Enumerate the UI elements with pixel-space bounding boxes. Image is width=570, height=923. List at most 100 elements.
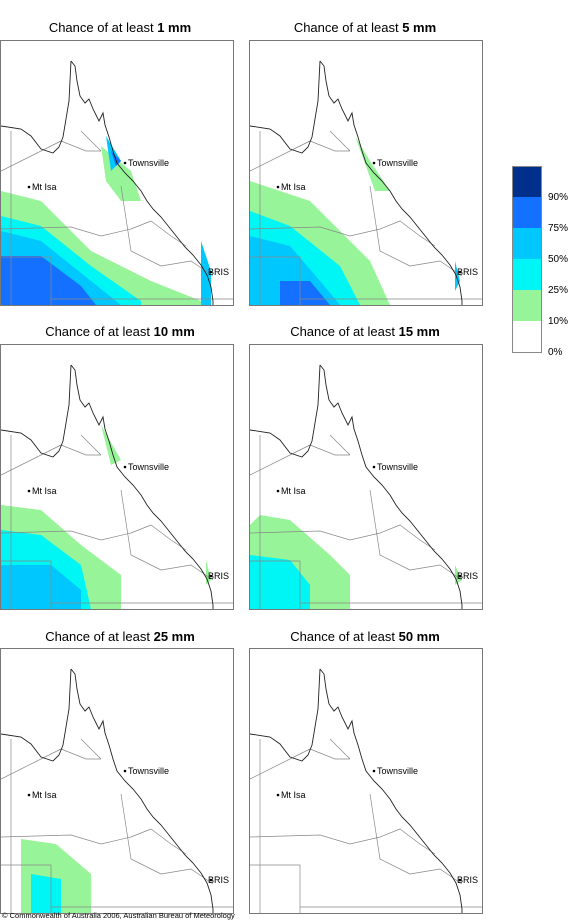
east-coastline (319, 60, 463, 305)
rain-zone-4 (101, 146, 141, 201)
city-label-mtisa: Mt Isa (281, 486, 306, 496)
legend-label-75: 75% (548, 223, 569, 234)
city-dot-mtisa (276, 489, 280, 493)
city-label-bris: BRIS (208, 571, 229, 581)
city-dot-bris (458, 574, 462, 578)
gulf-coastline (250, 668, 321, 762)
region-border (409, 868, 463, 885)
city-dot-bris (209, 878, 213, 882)
rain-zone-3 (101, 425, 121, 465)
city-label-mtisa: Mt Isa (281, 182, 306, 192)
gulf-coastline (1, 668, 72, 762)
map-canvas: Townsville Mt Isa BRIS (249, 344, 483, 610)
city-label-mtisa: Mt Isa (32, 790, 57, 800)
map-canvas: Townsville Mt Isa BRIS (0, 344, 234, 610)
panel-title: Chance of at least 10 mm (45, 324, 195, 339)
city-label-bris: BRIS (457, 875, 478, 885)
map-canvas: Townsville Mt Isa BRIS (0, 648, 234, 914)
region-border (250, 220, 401, 237)
city-label-bris: BRIS (208, 875, 229, 885)
region-border (309, 748, 350, 760)
east-coastline (319, 668, 463, 913)
city-dot-bris (209, 270, 213, 274)
region-border (329, 130, 351, 152)
city-label-townsville: Townsville (377, 462, 418, 472)
region-border (80, 130, 102, 152)
rain-zone-3 (1, 256, 96, 305)
panel-title: Chance of at least 25 mm (45, 629, 195, 644)
gulf-coastline (1, 364, 72, 458)
region-border (1, 560, 52, 609)
gulf-coastline (1, 60, 72, 154)
legend-swatch (512, 228, 542, 259)
city-label-townsville: Townsville (377, 158, 418, 168)
map-canvas: Townsville Mt Isa BRIS (249, 40, 483, 306)
city-label-mtisa: Mt Isa (281, 790, 306, 800)
region-border (250, 444, 311, 476)
city-dot-bris (458, 270, 462, 274)
region-border (309, 140, 350, 152)
region-border (250, 864, 301, 913)
copyright-notice: © Commonwealth of Australia 2006, Austra… (2, 911, 235, 920)
region-border (1, 220, 152, 237)
city-dot-townsville (372, 161, 376, 165)
legend-swatch (512, 197, 542, 228)
legend-label-0: 0% (548, 347, 563, 358)
region-border (1, 748, 62, 780)
rain-zone-2 (250, 236, 340, 305)
east-coastline (70, 60, 214, 305)
city-label-bris: BRIS (457, 267, 478, 277)
panel-title: Chance of at least 15 mm (290, 324, 440, 339)
city-label-mtisa: Mt Isa (32, 182, 57, 192)
map-canvas: Townsville Mt Isa BRIS (249, 648, 483, 914)
city-dot-bris (209, 574, 213, 578)
city-dot-mtisa (276, 185, 280, 189)
east-coastline (319, 364, 463, 609)
region-border (250, 828, 401, 845)
region-border (1, 256, 52, 305)
region-border (409, 260, 463, 277)
city-label-townsville: Townsville (377, 766, 418, 776)
region-border (120, 185, 162, 267)
region-border (1, 828, 152, 845)
city-dot-mtisa (276, 793, 280, 797)
gulf-coastline (250, 364, 321, 458)
city-label-bris: BRIS (208, 267, 229, 277)
panel-title: Chance of at least 5 mm (293, 20, 437, 35)
city-dot-townsville (123, 161, 127, 165)
region-border (80, 738, 102, 760)
region-border (369, 489, 411, 571)
east-coastline (70, 668, 214, 913)
city-dot-mtisa (27, 793, 31, 797)
region-border (160, 564, 214, 581)
city-label-townsville: Townsville (128, 158, 169, 168)
panel-title: Chance of at least 1 mm (48, 20, 192, 35)
rain-zone-6 (111, 151, 121, 166)
rain-zone-1 (31, 874, 61, 913)
legend-swatch (512, 321, 542, 353)
city-dot-mtisa (27, 185, 31, 189)
region-border (1, 444, 62, 476)
region-border (60, 444, 101, 456)
legend-label-50: 50% (548, 254, 569, 265)
rain-zone-2 (1, 565, 81, 609)
city-dot-bris (458, 878, 462, 882)
region-border (329, 738, 351, 760)
city-dot-townsville (372, 465, 376, 469)
region-border (250, 748, 311, 780)
city-dot-townsville (372, 769, 376, 773)
city-dot-townsville (123, 465, 127, 469)
legend-label-10: 10% (548, 316, 569, 327)
region-border (160, 260, 214, 277)
region-border (120, 489, 162, 571)
panel-title: Chance of at least 50 mm (290, 629, 440, 644)
gulf-coastline (250, 60, 321, 154)
region-border (160, 868, 214, 885)
city-label-townsville: Townsville (128, 462, 169, 472)
region-border (309, 444, 350, 456)
region-border (369, 793, 411, 875)
region-border (250, 256, 301, 305)
city-dot-mtisa (27, 489, 31, 493)
legend-swatch (512, 166, 542, 198)
map-canvas: Townsville Mt Isa BRIS (0, 40, 234, 306)
